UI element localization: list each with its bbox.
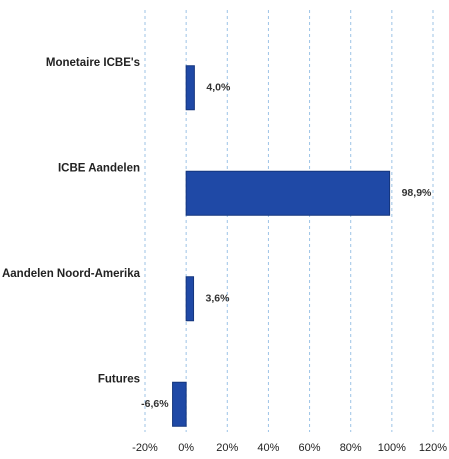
x-tick-label: 20% xyxy=(216,442,238,454)
category-label: Futures xyxy=(98,373,140,385)
x-tick-label: 120% xyxy=(419,442,447,454)
data-label: -6,6% xyxy=(141,398,169,410)
x-tick-label: -20% xyxy=(132,442,158,454)
x-tick-label: 60% xyxy=(299,442,321,454)
bar xyxy=(185,276,195,322)
data-label: 4,0% xyxy=(206,82,231,94)
data-label: 98,9% xyxy=(402,187,432,199)
x-tick-label: 0% xyxy=(178,442,194,454)
category-label: Monetaire ICBE's xyxy=(46,57,140,69)
x-tick-label: 80% xyxy=(340,442,362,454)
x-tick-label: 40% xyxy=(257,442,279,454)
category-label: ICBE Aandelen xyxy=(58,162,140,174)
category-label: Aandelen Noord-Amerika xyxy=(2,268,141,280)
bar xyxy=(172,381,187,427)
bar xyxy=(185,170,391,216)
data-label: 3,6% xyxy=(206,293,231,305)
x-tick-label: 100% xyxy=(378,442,406,454)
bar xyxy=(185,65,195,111)
